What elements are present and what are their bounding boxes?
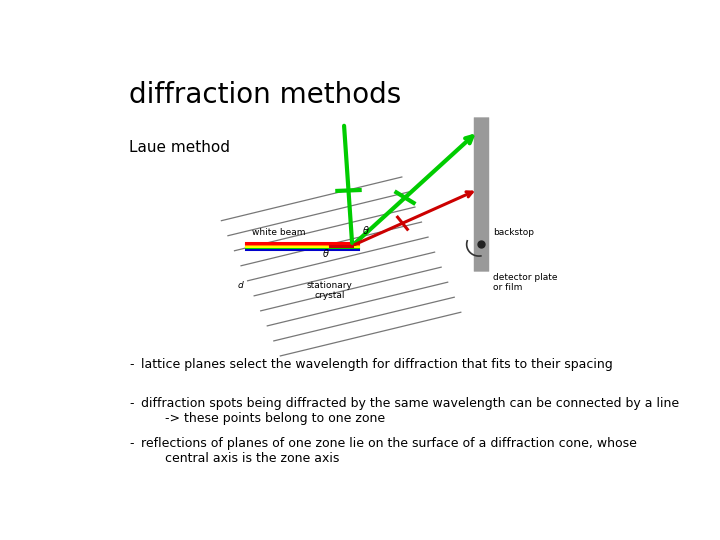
Text: stationary
crystal: stationary crystal: [307, 281, 353, 300]
Text: white beam: white beam: [252, 227, 305, 237]
Text: -: -: [129, 358, 134, 371]
Text: $\theta$: $\theta$: [322, 247, 329, 259]
Text: $\theta$: $\theta$: [362, 224, 370, 236]
Text: d: d: [238, 281, 243, 289]
Text: backstop: backstop: [493, 228, 534, 237]
Text: reflections of planes of one zone lie on the surface of a diffraction cone, whos: reflections of planes of one zone lie on…: [141, 437, 637, 465]
Text: Laue method: Laue method: [129, 140, 230, 154]
Text: diffraction spots being diffracted by the same wavelength can be connected by a : diffraction spots being diffracted by th…: [141, 397, 680, 426]
Text: detector plate
or film: detector plate or film: [493, 273, 557, 292]
Text: -: -: [129, 397, 134, 410]
Text: -: -: [129, 437, 134, 450]
Text: lattice planes select the wavelength for diffraction that fits to their spacing: lattice planes select the wavelength for…: [141, 358, 613, 371]
Text: diffraction methods: diffraction methods: [129, 82, 401, 110]
